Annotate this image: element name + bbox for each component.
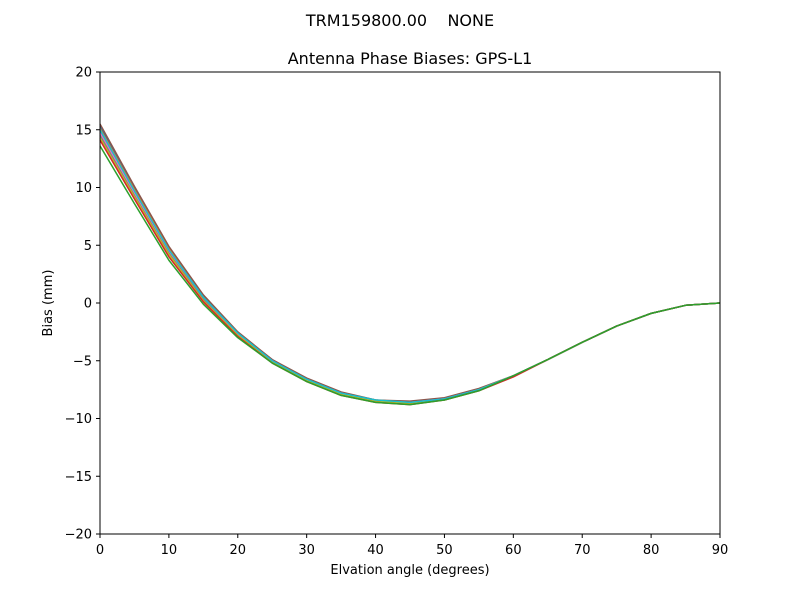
y-tick-label: −5 [73,354,92,369]
y-tick-label: −15 [65,470,92,485]
y-tick-label: 20 [75,66,92,81]
x-tick-label: 10 [161,543,178,558]
x-tick-label: 30 [298,543,315,558]
x-tick-label: 20 [230,543,247,558]
x-tick-label: 40 [367,543,384,558]
y-tick-label: 0 [84,297,92,312]
x-tick-label: 90 [712,543,729,558]
y-axis-label: Bias (mm) [41,270,56,337]
y-tick-label: 15 [75,123,92,138]
y-tick-label: 5 [84,239,92,254]
x-tick-label: 0 [96,543,104,558]
figure-suptitle: TRM159800.00 NONE [305,11,494,30]
series-line-10 [99,145,721,406]
x-tick-label: 80 [643,543,660,558]
x-axis-label: Elvation angle (degrees) [330,563,489,578]
series-layer [99,123,721,406]
x-axis-ticks: 0 10 20 30 40 50 60 70 80 90 [96,534,728,558]
chart-title: Antenna Phase Biases: GPS-L1 [288,49,533,68]
x-tick-label: 60 [505,543,522,558]
x-tick-label: 50 [436,543,453,558]
y-tick-label: 10 [75,181,92,196]
y-tick-label: −20 [65,528,92,543]
y-axis-ticks: −20 −15 −10 −5 0 5 10 15 20 [65,66,100,543]
y-tick-label: −10 [65,412,92,427]
x-tick-label: 70 [574,543,591,558]
